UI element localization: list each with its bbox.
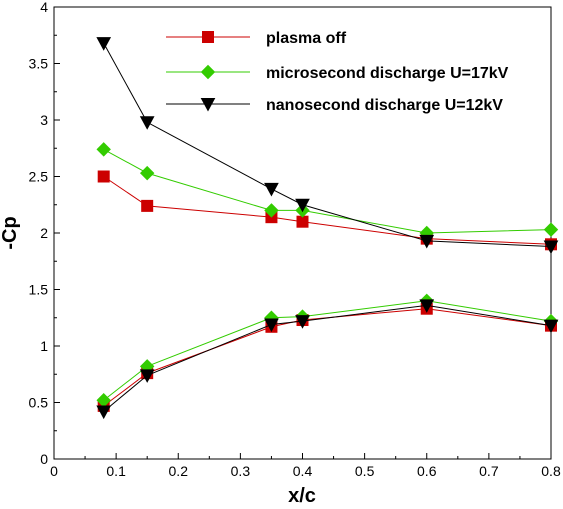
legend-label: microsecond discharge U=17kV <box>266 65 509 82</box>
x-axis-title: x/c <box>288 485 316 507</box>
series-line-lower <box>103 300 552 401</box>
data-point <box>97 170 110 183</box>
data-point <box>139 165 155 181</box>
data-point <box>264 182 279 197</box>
x-tick-label: 0.3 <box>231 463 251 479</box>
x-tick-label: 0.2 <box>169 463 189 479</box>
series-1 <box>97 170 557 412</box>
x-tick-label: 0.8 <box>541 463 561 479</box>
x-tick-label: 0.7 <box>479 463 499 479</box>
y-tick-label: 2.5 <box>29 169 49 185</box>
x-tick-label: 0 <box>50 463 58 479</box>
x-tick-label: 0.4 <box>293 463 313 479</box>
y-tick-label: 1.5 <box>29 282 49 298</box>
data-point <box>139 116 155 130</box>
data-point <box>96 142 111 157</box>
data-point <box>296 215 309 228</box>
x-tick-label: 0.1 <box>106 463 126 479</box>
y-tick-label: 2 <box>40 225 48 241</box>
data-point <box>295 198 310 213</box>
data-point <box>419 299 435 313</box>
y-tick-label: 3 <box>40 112 48 128</box>
data-point <box>96 405 112 420</box>
y-tick-label: 0.5 <box>29 395 49 411</box>
x-tick-label: 0.5 <box>355 463 375 479</box>
series-line-lower <box>103 308 552 407</box>
x-tick-label: 0.6 <box>417 463 437 479</box>
axis-ticks: 0 0.1 0.2 0.3 0.4 0.5 0.6 0.7 0.8 0 0.5 1 1.5 2 2.5 3 3.… <box>29 0 561 479</box>
y-tick-label: 0 <box>40 451 48 467</box>
series-line-upper <box>103 148 552 234</box>
data-point <box>543 222 559 237</box>
data-point <box>200 64 216 80</box>
data-point <box>96 37 112 51</box>
data-point <box>419 234 435 249</box>
data-point <box>139 369 155 383</box>
y-axis-title: -Cp <box>0 216 21 249</box>
data-point <box>295 315 310 329</box>
data-point <box>543 319 559 334</box>
series-line-lower <box>103 304 552 412</box>
y-tick-label: 4 <box>40 0 48 15</box>
series-line-upper <box>103 42 552 248</box>
legend: plasma off microsecond discharge U=17kV na… <box>166 30 509 114</box>
series-3 <box>96 37 559 420</box>
y-tick-label: 3.5 <box>29 56 49 72</box>
data-point <box>543 240 559 255</box>
data-point <box>141 199 154 212</box>
y-tick-label: 1 <box>40 338 48 354</box>
series-line-upper <box>103 176 552 245</box>
series-layer <box>96 37 559 420</box>
legend-label: nanosecond discharge U=12kV <box>266 97 503 114</box>
legend-label: plasma off <box>266 30 347 47</box>
data-point <box>200 98 216 112</box>
data-point <box>264 203 279 218</box>
data-point <box>264 318 279 333</box>
data-point <box>202 31 214 43</box>
